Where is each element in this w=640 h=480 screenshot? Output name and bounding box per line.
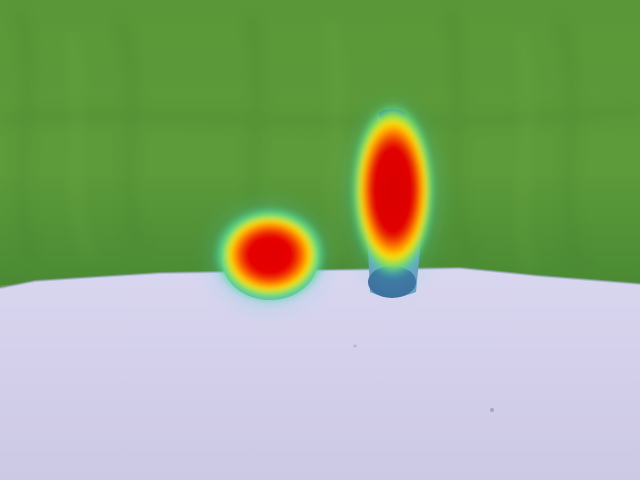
floor-speck: [353, 344, 357, 348]
backdrop-folds: [0, 9, 640, 272]
heat-blob-left: [214, 207, 326, 303]
heat-blob-right: [351, 102, 435, 278]
floor-speck: [490, 408, 494, 412]
backdrop-highlights: [67, 19, 533, 271]
white-floor: [0, 268, 640, 480]
